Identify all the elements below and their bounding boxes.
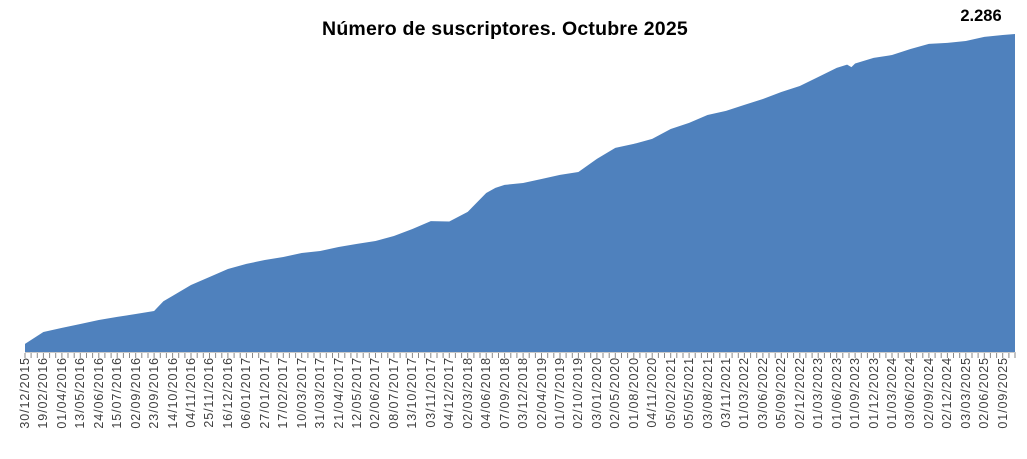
chart-title: Número de suscriptores. Octubre 2025: [322, 18, 688, 40]
last-point-data-label: 2.286: [960, 7, 1002, 25]
x-axis-tick-marks: [24, 353, 1016, 358]
area-series: [25, 34, 1015, 352]
